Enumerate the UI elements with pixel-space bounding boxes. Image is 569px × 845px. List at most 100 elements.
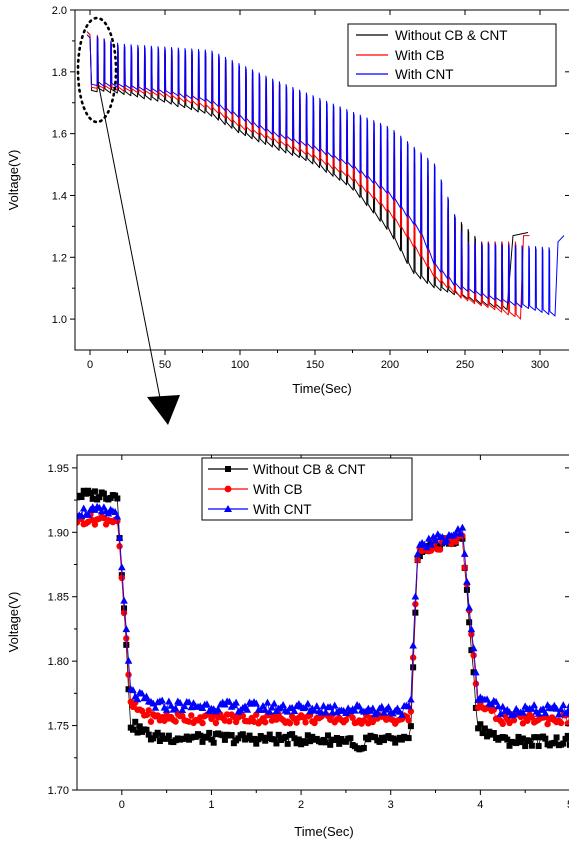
chart-2-point-without-cb-cnt [327, 741, 334, 748]
chart-1-plot-frame [74, 9, 569, 351]
chart-2-point-without-cb-cnt [89, 495, 96, 502]
chart-2-point-with-cnt [552, 704, 561, 712]
chart-2-point-without-cb-cnt [163, 735, 170, 742]
chart-2-point-without-cb-cnt [210, 739, 217, 746]
chart-2-point-with-cb [499, 720, 506, 728]
chart-2-point-without-cb-cnt [246, 732, 253, 739]
chart-2-point-with-cnt [496, 709, 505, 717]
chart-2-point-without-cb-cnt [365, 736, 372, 743]
chart-1-x-tick-label: 200 [381, 359, 399, 371]
chart-2-point-without-cb-cnt [253, 740, 260, 747]
chart-2-point-without-cb-cnt [392, 739, 399, 746]
chart-2-point-with-cnt [122, 625, 131, 633]
chart-2-point-with-cnt [442, 536, 451, 544]
chart-2-point-without-cb-cnt [466, 619, 473, 626]
chart-2-point-with-cnt [279, 701, 287, 709]
chart-2-point-without-cb-cnt [551, 739, 558, 746]
chart-1-x-tick-label: 250 [456, 359, 474, 371]
chart-2-point-without-cb-cnt [228, 732, 235, 739]
chart-2-point-without-cb-cnt [273, 740, 280, 747]
chart-2-point-without-cb-cnt [567, 741, 569, 748]
chart-2-point-without-cb-cnt [298, 741, 305, 748]
chart-2-point-without-cb-cnt [130, 726, 137, 733]
chart-2-point-without-cb-cnt [221, 736, 228, 743]
chart-2-point-with-cnt [171, 704, 180, 712]
chart-1-y-tick-label: 1.6 [52, 129, 67, 141]
chart-2-legend-marker-without [225, 466, 231, 472]
chart-2-point-without-cb-cnt [289, 731, 296, 738]
chart-2-point-without-cb-cnt [484, 733, 491, 740]
chart-2-point-without-cb-cnt [251, 735, 258, 742]
chart-2-point-with-cb [349, 714, 356, 722]
chart-2-point-with-cb [114, 517, 121, 525]
chart-1-ticks: 0 50 100 150 200 250 300 1.0 1.2 1.4 1.6 1.8 2.0 [52, 5, 569, 371]
chart-2-point-without-cb-cnt [239, 731, 246, 738]
chart-2-point-without-cb-cnt [282, 733, 289, 740]
chart-2-point-with-cnt [463, 577, 471, 585]
chart-2-point-with-cnt [472, 668, 480, 676]
chart-2-point-with-cnt [142, 692, 151, 700]
chart-2-point-with-cb [147, 718, 155, 725]
chart-2-point-without-cb-cnt [87, 490, 94, 496]
chart-2-point-without-cb-cnt [206, 729, 213, 736]
chart-2-point-with-cb [116, 543, 123, 550]
chart-2-point-with-cnt [304, 699, 312, 707]
chart-2-x-tick-label: 3 [388, 799, 394, 811]
chart-1-y-tick-label: 1.0 [52, 314, 67, 326]
chart-2-point-with-cnt [404, 702, 413, 710]
chart-2-point-without-cb-cnt [506, 742, 513, 749]
chart-1-x-tick-label: 50 [159, 359, 171, 371]
chart-2-point-with-cnt [456, 529, 464, 537]
chart-2-point-with-cnt [133, 695, 142, 703]
chart-2-point-with-cb [342, 716, 350, 724]
chart-2-point-without-cb-cnt [470, 669, 477, 676]
chart-2-point-with-cb [253, 711, 260, 718]
chart-2-point-with-cnt [409, 641, 417, 649]
chart-2-legend-label-cnt: With CNT [253, 502, 312, 517]
chart-2-point-with-cnt [84, 510, 92, 518]
chart-2-point-with-cnt [534, 709, 543, 717]
chart-2-point-with-cnt [104, 509, 113, 517]
chart-2-point-without-cb-cnt [145, 731, 152, 738]
chart-2-point-without-cb-cnt [479, 730, 486, 737]
chart-2-point-with-cnt [270, 699, 278, 707]
chart-2-point-with-cnt [431, 536, 440, 544]
chart-2-point-without-cb-cnt [522, 743, 529, 750]
chart-2-x-axis-label: Time(Sec) [294, 824, 353, 839]
chart-2-y-tick-label: 1.90 [48, 527, 69, 539]
chart-2-point-without-cb-cnt [96, 494, 103, 501]
chart-2-point-without-cb-cnt [150, 735, 157, 742]
chart-2-point-with-cnt [519, 708, 527, 716]
chart-2-point-with-cb [557, 719, 565, 727]
chart-2-x-tick-label: 0 [119, 799, 125, 811]
chart-2-point-with-cnt [559, 701, 568, 709]
chart-2-series-line-with-cnt [77, 506, 569, 716]
chart-2-point-with-cnt [113, 512, 122, 520]
chart-2-point-with-cnt [176, 698, 184, 706]
chart-2-point-without-cb-cnt [475, 725, 482, 732]
chart-2-point-without-cb-cnt [291, 735, 298, 742]
chart-2-point-without-cb-cnt [535, 743, 542, 750]
chart-2-point-with-cnt [261, 705, 270, 713]
chart-2-point-with-cnt [398, 710, 406, 718]
zoom-arrow [97, 81, 180, 425]
chart-2-point-without-cb-cnt [78, 494, 85, 501]
chart-2-point-with-cnt [180, 702, 189, 710]
chart-2-point-with-cnt [557, 705, 565, 713]
chart-2-point-with-cb [405, 717, 412, 724]
chart-2-point-without-cb-cnt [100, 490, 107, 497]
chart-2-point-without-cb-cnt [235, 735, 242, 742]
chart-2-point-with-cb [262, 719, 269, 726]
chart-2-point-with-cb [120, 609, 128, 617]
chart-2-x-tick-label: 1 [208, 799, 214, 811]
chart-2-point-with-cnt [225, 697, 234, 705]
chart-2-series-layer [77, 487, 569, 753]
chart-2-point-without-cb-cnt [360, 744, 367, 751]
chart-2-point-without-cb-cnt [143, 726, 150, 733]
chart-2-point-without-cb-cnt [183, 733, 190, 740]
chart-2-point-without-cb-cnt [324, 732, 331, 739]
chart-2-point-without-cb-cnt [513, 740, 520, 747]
chart-2-y-tick-label: 1.95 [48, 463, 69, 475]
chart-2-y-axis-label: Voltage(V) [6, 592, 21, 653]
chart-2-point-without-cb-cnt [307, 738, 314, 745]
